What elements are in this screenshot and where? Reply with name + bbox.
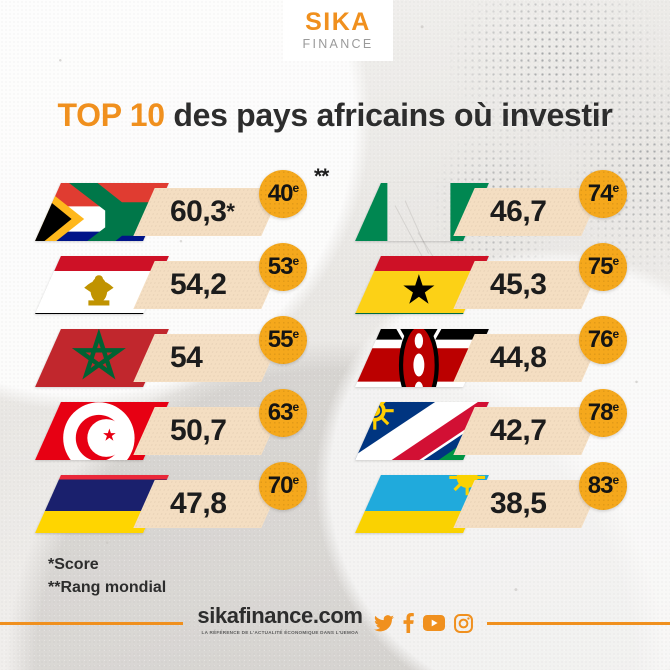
- footer-website-url[interactable]: sikafinance.com: [197, 603, 363, 628]
- score-value: 54: [170, 334, 203, 382]
- rank-number: 75: [587, 253, 614, 280]
- rank-badge-text: 70e: [267, 472, 300, 499]
- rank-badge-text: 40e: [267, 180, 300, 207]
- social-links: [373, 613, 473, 633]
- rank-number: 76: [587, 326, 614, 353]
- youtube-icon[interactable]: [422, 615, 445, 631]
- score-number: 38,5: [490, 487, 547, 520]
- footnote-rank: **Rang mondial: [48, 579, 167, 597]
- footer-bar: sikafinance.com LA RÉFÉRENCE DE L'ACTUAL…: [0, 596, 670, 650]
- score-number: 47,8: [170, 487, 227, 520]
- footer-rule-right: [486, 621, 670, 625]
- rank-number: 63: [267, 399, 294, 426]
- rank-number: 78: [587, 399, 614, 426]
- rank-badge[interactable]: 78e: [579, 389, 627, 437]
- score-number: 42,7: [490, 414, 547, 447]
- rank-badge[interactable]: 74e: [579, 170, 627, 218]
- rank-badge[interactable]: 55e: [259, 316, 307, 364]
- score-value: 47,8: [170, 480, 227, 528]
- score-value: 46,7: [490, 188, 547, 236]
- rank-ordinal-suffix: e: [612, 254, 620, 268]
- logo-primary-text: SIKA: [305, 8, 371, 37]
- instagram-icon[interactable]: [453, 613, 473, 633]
- rank-ordinal-suffix: e: [292, 254, 300, 268]
- rank-ordinal-suffix: e: [292, 181, 300, 195]
- rank-badge-text: 83e: [587, 472, 620, 499]
- rank-badge[interactable]: 63e: [259, 389, 307, 437]
- rank-badge[interactable]: 53e: [259, 243, 307, 291]
- twitter-icon[interactable]: [373, 614, 394, 632]
- logo-secondary-text: FINANCE: [302, 37, 374, 52]
- facebook-icon[interactable]: [403, 613, 414, 633]
- rank-ordinal-suffix: e: [292, 400, 300, 414]
- rank-ordinal-suffix: e: [612, 327, 620, 341]
- rank-badge[interactable]: 83e: [579, 462, 627, 510]
- score-number: 50,7: [170, 414, 227, 447]
- score-asterisk: *: [226, 199, 235, 224]
- rank-double-asterisk: **: [314, 165, 329, 188]
- rank-number: 40: [267, 180, 294, 207]
- score-value: 45,3: [490, 261, 547, 309]
- sika-finance-logo[interactable]: SIKA FINANCE: [283, 0, 393, 61]
- rank-number: 83: [587, 472, 614, 499]
- rank-number: 55: [267, 326, 294, 353]
- score-value: 50,7: [170, 407, 227, 455]
- rank-badge-text: 74e: [587, 180, 620, 207]
- footnote-score: *Score: [48, 556, 99, 573]
- score-value: 60,3*: [170, 188, 235, 236]
- score-number: 44,8: [490, 341, 547, 374]
- rank-badge-text: 76e: [587, 326, 620, 353]
- page-title: TOP 10 des pays africains où investir: [0, 97, 670, 134]
- footer-rule-left: [0, 621, 184, 625]
- rank-badge-text: 55e: [267, 326, 300, 353]
- rank-number: 70: [267, 472, 294, 499]
- page-title-highlight: TOP 10: [57, 97, 165, 133]
- page-title-rest: des pays africains où investir: [173, 97, 613, 133]
- rank-badge[interactable]: 76e: [579, 316, 627, 364]
- rank-badge[interactable]: 40e: [259, 170, 307, 218]
- score-value: 42,7: [490, 407, 547, 455]
- score-number: 45,3: [490, 268, 547, 301]
- score-number: 46,7: [490, 195, 547, 228]
- rank-badge[interactable]: 75e: [579, 243, 627, 291]
- rank-badge-text: 78e: [587, 399, 620, 426]
- score-number: 60,3: [170, 195, 227, 228]
- rank-ordinal-suffix: e: [612, 473, 620, 487]
- rank-number: 53: [267, 253, 294, 280]
- score-value: 38,5: [490, 480, 547, 528]
- rank-badge-text: 63e: [267, 399, 300, 426]
- footer-brand[interactable]: sikafinance.com LA RÉFÉRENCE DE L'ACTUAL…: [197, 603, 363, 636]
- rank-badge-text: 53e: [267, 253, 300, 280]
- rank-ordinal-suffix: e: [292, 473, 300, 487]
- rank-badge[interactable]: 70e: [259, 462, 307, 510]
- score-value: 54,2: [170, 261, 227, 309]
- footnotes: *Score **Rang mondial: [48, 553, 166, 599]
- score-value: 44,8: [490, 334, 547, 382]
- score-number: 54: [170, 341, 203, 374]
- rank-ordinal-suffix: e: [612, 181, 620, 195]
- rank-ordinal-suffix: e: [292, 327, 300, 341]
- rank-ordinal-suffix: e: [612, 400, 620, 414]
- footer-tagline: LA RÉFÉRENCE DE L'ACTUALITÉ ÉCONOMIQUE D…: [201, 630, 359, 635]
- rank-number: 74: [587, 180, 614, 207]
- rank-badge-text: 75e: [587, 253, 620, 280]
- score-number: 54,2: [170, 268, 227, 301]
